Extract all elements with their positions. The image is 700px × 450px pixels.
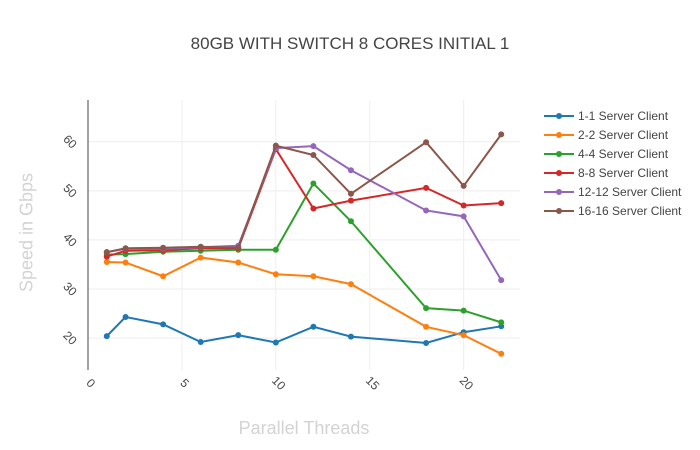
- legend-marker: [556, 169, 562, 176]
- x-axis-title: Parallel Threads: [238, 418, 370, 438]
- legend-swatch: [544, 111, 574, 121]
- data-point: [310, 151, 317, 158]
- data-point: [103, 249, 110, 256]
- series-layer: [103, 131, 505, 357]
- data-point: [347, 281, 354, 288]
- y-tick-label: 40: [60, 230, 80, 250]
- data-point: [423, 340, 430, 346]
- data-point: [235, 332, 242, 339]
- data-point: [122, 313, 129, 320]
- data-point: [197, 243, 204, 250]
- series-line: [106, 145, 503, 281]
- legend-marker: [556, 131, 562, 138]
- legend[interactable]: 1-1 Server Client 2-2 Server Client 4-4 Se…: [544, 106, 681, 220]
- data-point: [347, 218, 354, 225]
- data-point: [310, 180, 317, 187]
- grid-layer: [88, 100, 520, 370]
- data-point: [122, 245, 129, 252]
- data-point: [498, 131, 505, 138]
- legend-marker: [556, 188, 562, 195]
- legend-swatch: [544, 168, 574, 178]
- data-point: [235, 259, 242, 266]
- legend-item[interactable]: 2-2 Server Client: [544, 125, 681, 144]
- data-point: [272, 246, 279, 253]
- data-point: [197, 254, 204, 261]
- data-point: [235, 244, 242, 251]
- y-tick-label: 50: [60, 181, 80, 201]
- legend-label: 12-12 Server Client: [578, 184, 682, 199]
- legend-swatch: [544, 149, 574, 159]
- legend-item[interactable]: 12-12 Server Client: [544, 182, 681, 201]
- data-point: [498, 350, 505, 357]
- legend-label: 2-2 Server Client: [578, 127, 669, 142]
- data-point: [423, 139, 430, 146]
- legend-swatch: [544, 206, 574, 216]
- legend-label: 8-8 Server Client: [578, 165, 669, 180]
- legend-marker: [556, 207, 562, 214]
- legend-item[interactable]: 8-8 Server Client: [544, 163, 681, 182]
- y-axis-title: Speed in Gbps: [16, 172, 37, 293]
- data-point: [498, 200, 505, 207]
- series-2: [103, 254, 505, 357]
- data-point: [460, 332, 467, 339]
- x-tick-label: 0: [84, 376, 99, 391]
- legend-item[interactable]: 1-1 Server Client: [544, 106, 681, 125]
- data-point: [498, 277, 505, 284]
- data-point: [160, 273, 167, 280]
- x-tick-label: 10: [269, 373, 289, 393]
- y-tick-label: 30: [60, 279, 80, 299]
- y-tick-label: 60: [60, 132, 80, 152]
- data-point: [460, 213, 467, 220]
- data-point: [460, 307, 467, 314]
- data-point: [347, 167, 354, 174]
- x-tick-label: 5: [177, 376, 192, 391]
- y-tick-label: 20: [60, 328, 80, 348]
- legend-swatch: [544, 187, 574, 197]
- data-point: [460, 202, 467, 209]
- data-point: [103, 259, 110, 265]
- data-point: [103, 253, 110, 260]
- data-point: [310, 273, 317, 280]
- data-point: [103, 333, 110, 340]
- data-point: [272, 271, 279, 278]
- series-line: [106, 146, 502, 258]
- data-point: [498, 319, 505, 326]
- legend-label: 16-16 Server Client: [578, 203, 682, 218]
- x-tick-label: 20: [457, 373, 477, 393]
- data-point: [160, 244, 167, 251]
- data-point: [310, 143, 317, 150]
- legend-label: 1-1 Server Client: [578, 108, 669, 123]
- data-point: [310, 323, 317, 330]
- chart-title: 80GB WITH SWITCH 8 CORES INITIAL 1: [190, 34, 510, 53]
- legend-item[interactable]: 4-4 Server Client: [544, 144, 681, 163]
- legend-marker: [556, 150, 562, 157]
- data-point: [160, 321, 167, 328]
- legend-swatch: [544, 130, 574, 140]
- legend-marker: [556, 112, 562, 119]
- data-point: [347, 197, 354, 204]
- series-line: [106, 181, 502, 324]
- data-point: [423, 305, 430, 312]
- x-tick-label: 15: [363, 373, 383, 393]
- series-6: [103, 131, 505, 256]
- data-point: [460, 182, 467, 189]
- data-point: [423, 207, 430, 214]
- data-point: [310, 205, 317, 212]
- data-point: [197, 339, 204, 346]
- legend-item[interactable]: 16-16 Server Client: [544, 201, 681, 220]
- legend-label: 4-4 Server Client: [578, 146, 669, 161]
- data-point: [347, 333, 354, 340]
- data-point: [423, 323, 430, 330]
- data-point: [272, 339, 279, 346]
- data-point: [423, 184, 430, 191]
- data-point: [272, 142, 279, 149]
- data-point: [347, 190, 354, 197]
- data-point: [122, 259, 129, 266]
